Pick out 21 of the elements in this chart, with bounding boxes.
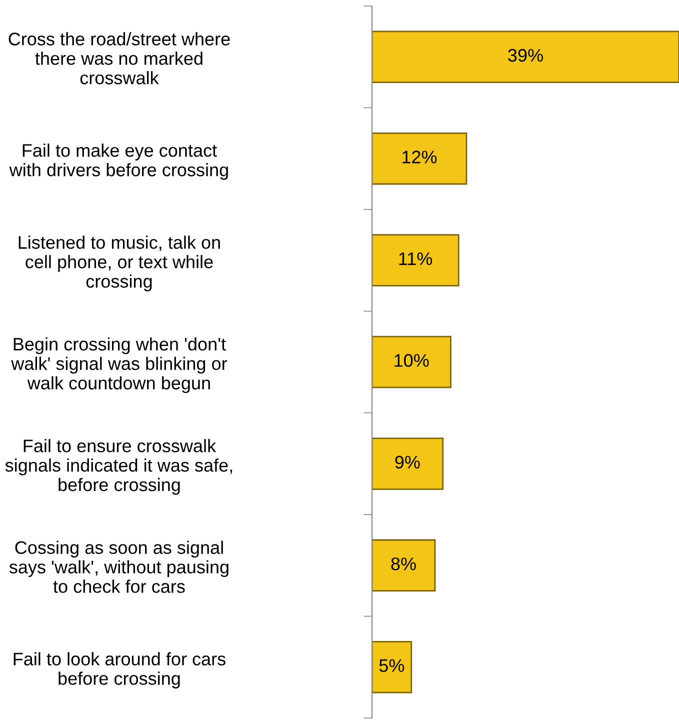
data-label: 11% bbox=[399, 252, 432, 266]
bar bbox=[372, 30, 679, 83]
data-label: 10% bbox=[394, 354, 429, 367]
bar bbox=[372, 641, 412, 694]
y-tick-label: Fail to look around for cars before crossing bbox=[14, 652, 226, 688]
y-tick-label: Listened to music, talk on cell phone, or text while crossing bbox=[18, 236, 220, 292]
y-tick-label: Fail to ensure crosswalk signals indicated it was safe, before crossing bbox=[5, 439, 232, 495]
y-tick-label: Begin crossing when 'don't walk' signal was blinking or walk countdown begun bbox=[11, 337, 228, 394]
bar bbox=[372, 539, 436, 592]
y-tick-label: Cossing as soon as signal says 'walk', without pausing to check for cars bbox=[9, 540, 228, 593]
bar bbox=[372, 438, 444, 490]
bar bbox=[372, 336, 452, 388]
data-label: 8% bbox=[391, 557, 416, 570]
data-label: 5% bbox=[379, 659, 404, 672]
y-tick-label: Cross the road/street where there was no marked crosswalk bbox=[8, 32, 230, 84]
data-label: 39% bbox=[508, 48, 543, 62]
data-label: 12% bbox=[402, 150, 437, 164]
data-label: 9% bbox=[395, 456, 420, 469]
y-tick-label: Fail to make eye contact with drivers before crossing bbox=[9, 144, 228, 180]
bar bbox=[372, 234, 460, 286]
bar bbox=[372, 132, 468, 185]
